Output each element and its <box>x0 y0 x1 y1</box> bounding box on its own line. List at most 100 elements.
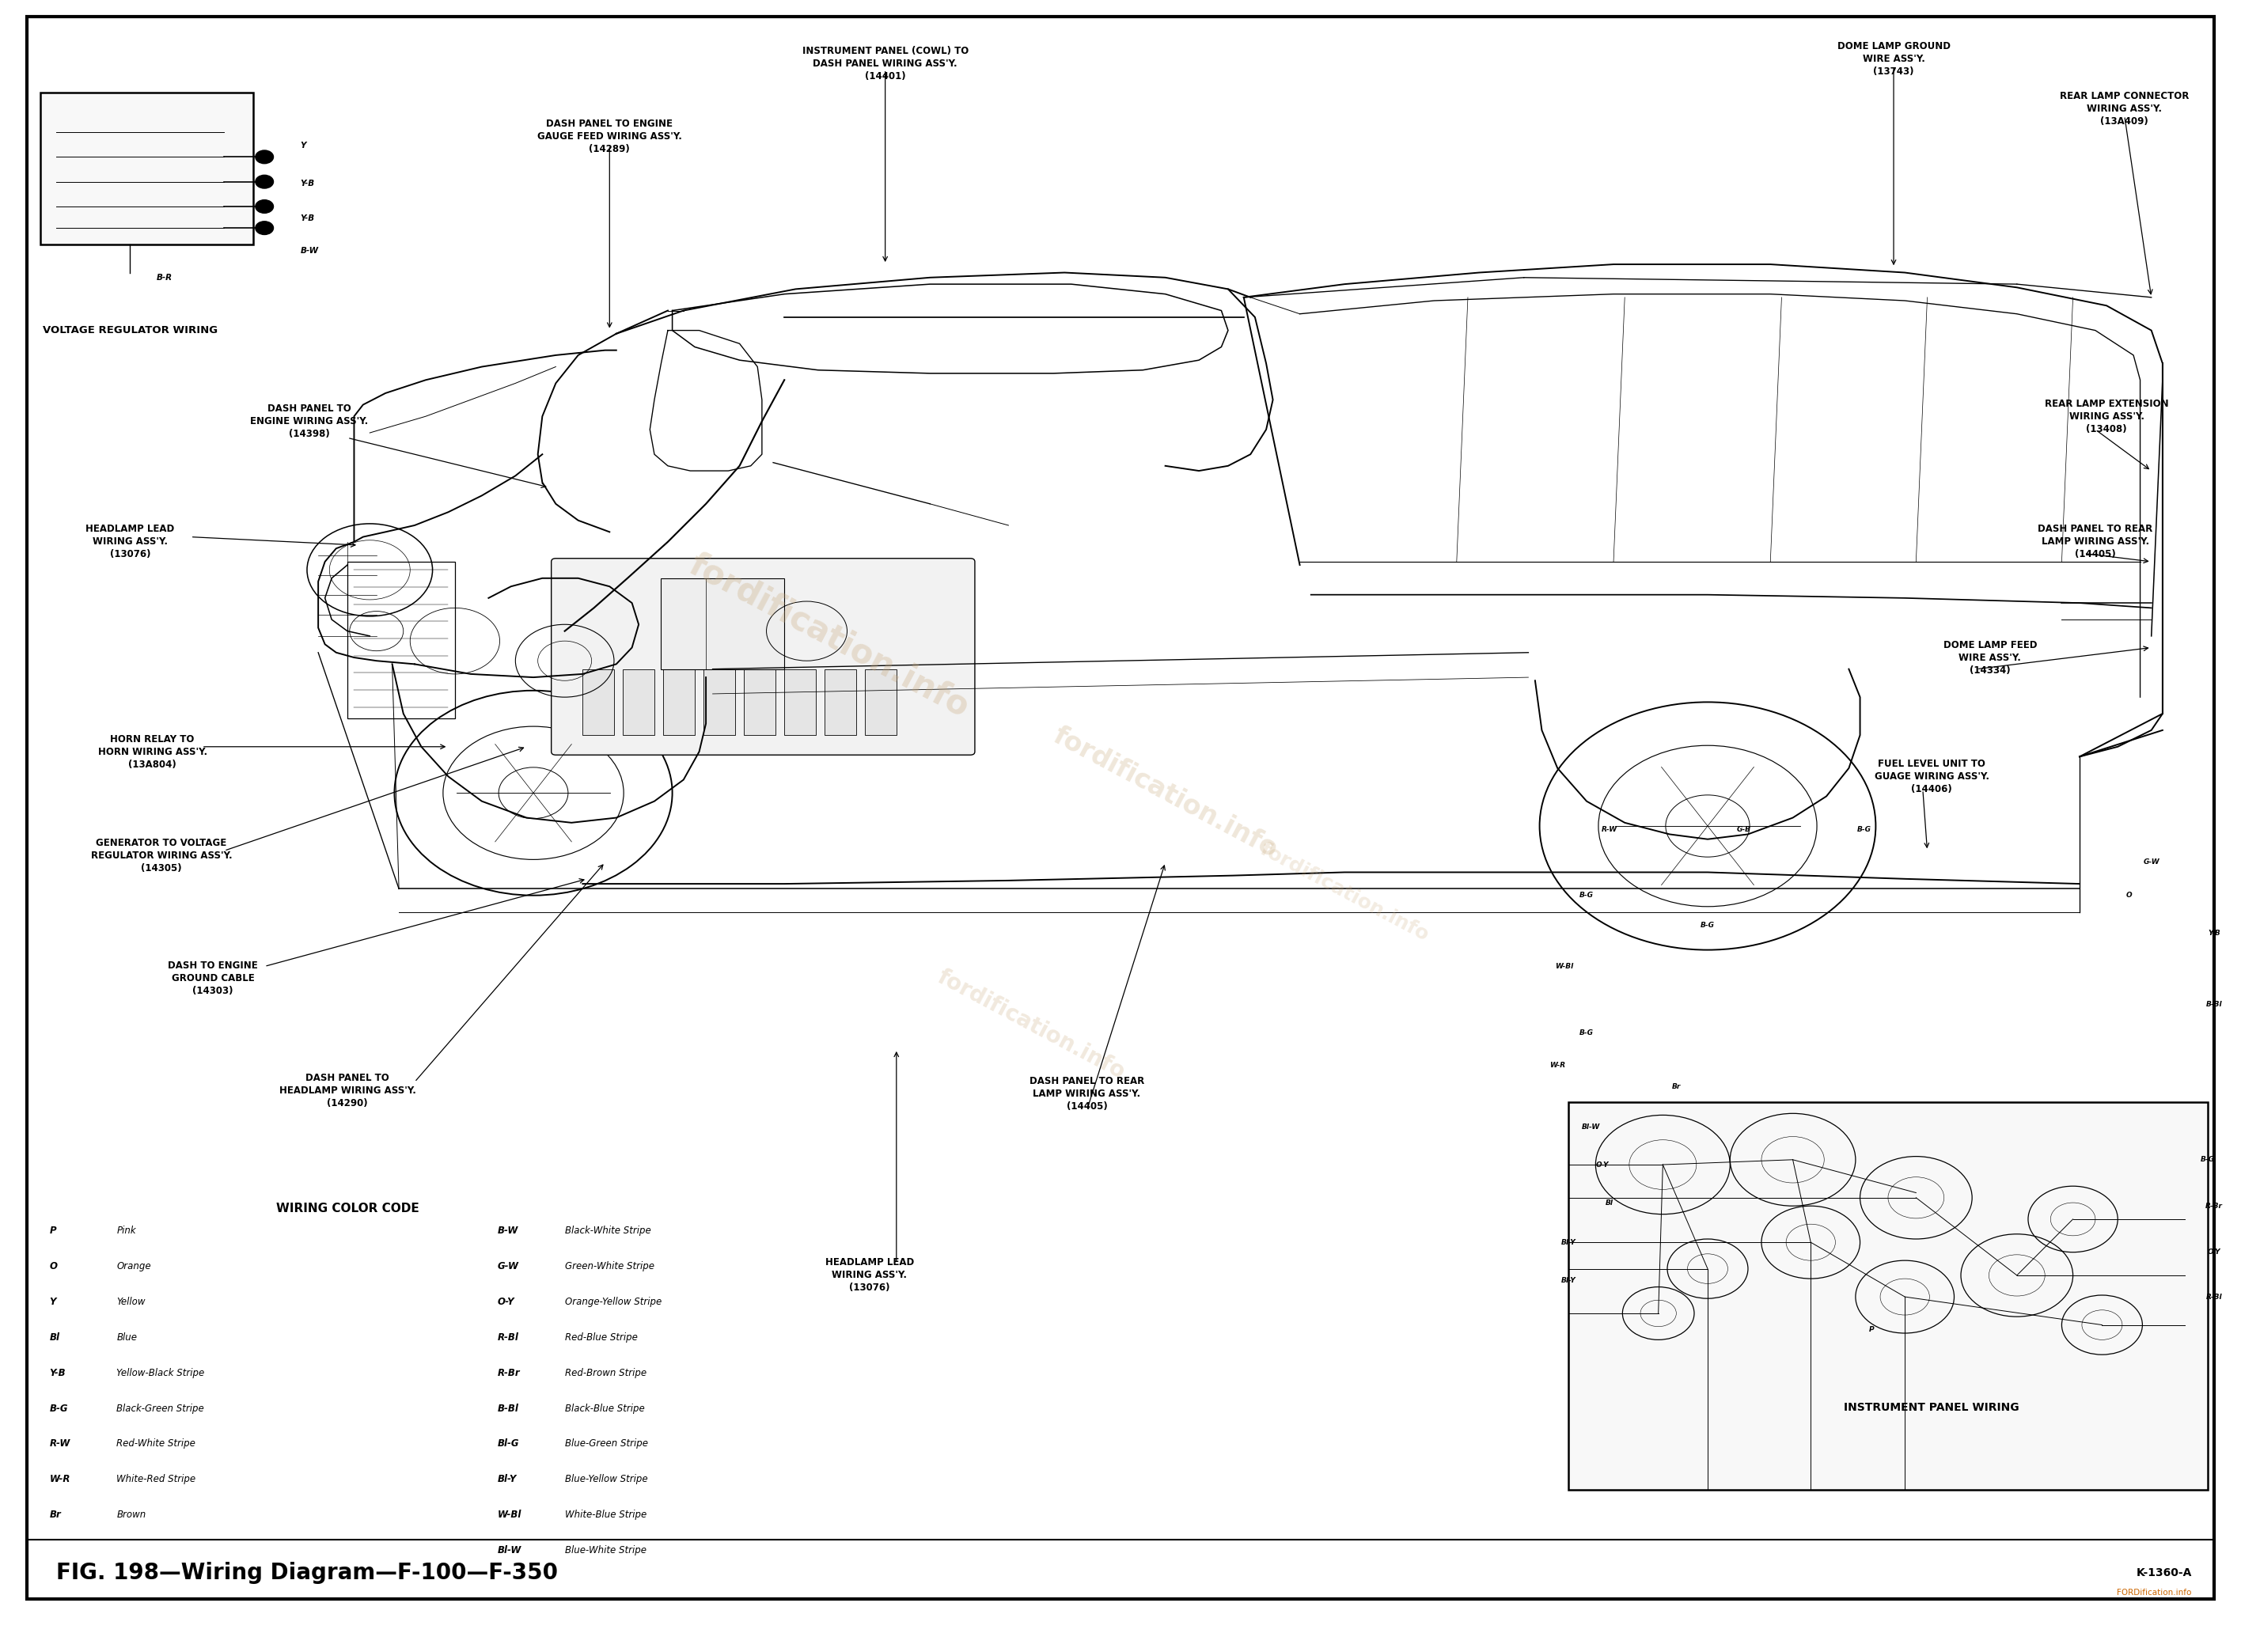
Text: W-Bl: W-Bl <box>1555 963 1573 970</box>
Text: W-R: W-R <box>49 1474 69 1485</box>
Text: W-Bl: W-Bl <box>498 1510 522 1520</box>
Text: Blue: Blue <box>117 1332 137 1343</box>
Text: B-G: B-G <box>49 1403 67 1414</box>
Text: DASH PANEL TO
ENGINE WIRING ASS'Y.
(14398): DASH PANEL TO ENGINE WIRING ASS'Y. (1439… <box>251 403 368 439</box>
Text: B-G: B-G <box>1858 826 1871 833</box>
Circle shape <box>255 175 273 188</box>
Text: Bl-W: Bl-W <box>498 1545 522 1556</box>
Text: Green-White Stripe: Green-White Stripe <box>565 1260 654 1272</box>
Text: Y: Y <box>300 142 307 149</box>
Text: Br: Br <box>49 1510 61 1520</box>
Text: R-Bl: R-Bl <box>2205 1294 2223 1300</box>
Text: White-Blue Stripe: White-Blue Stripe <box>565 1510 645 1520</box>
Text: Y-B: Y-B <box>300 180 314 187</box>
Text: W-R: W-R <box>1549 1062 1566 1069</box>
Bar <box>40 93 253 244</box>
Bar <box>704 669 735 735</box>
Text: B-G: B-G <box>1580 892 1593 899</box>
Bar <box>623 669 654 735</box>
Text: Y-B: Y-B <box>49 1368 65 1378</box>
Text: DOME LAMP GROUND
WIRE ASS'Y.
(13743): DOME LAMP GROUND WIRE ASS'Y. (13743) <box>1838 41 1950 78</box>
Text: Red-Blue Stripe: Red-Blue Stripe <box>565 1332 636 1343</box>
Text: B-R: B-R <box>157 274 173 281</box>
Text: Red-White Stripe: Red-White Stripe <box>117 1439 195 1449</box>
Text: Orange-Yellow Stripe: Orange-Yellow Stripe <box>565 1297 661 1307</box>
Text: HORN RELAY TO
HORN WIRING ASS'Y.
(13A804): HORN RELAY TO HORN WIRING ASS'Y. (13A804… <box>99 733 206 770</box>
Text: DASH PANEL TO REAR
LAMP WIRING ASS'Y.
(14405): DASH PANEL TO REAR LAMP WIRING ASS'Y. (1… <box>1029 1075 1145 1112</box>
Text: G-B: G-B <box>1737 826 1750 833</box>
Bar <box>663 669 695 735</box>
Bar <box>865 669 896 735</box>
Text: White-Red Stripe: White-Red Stripe <box>117 1474 195 1485</box>
Text: P: P <box>1869 1327 1873 1333</box>
Text: Brown: Brown <box>117 1510 146 1520</box>
Text: DASH TO ENGINE
GROUND CABLE
(14303): DASH TO ENGINE GROUND CABLE (14303) <box>168 960 258 996</box>
Text: Bl: Bl <box>49 1332 61 1343</box>
Bar <box>661 578 784 669</box>
Text: Bl-W: Bl-W <box>1582 1123 1600 1130</box>
Circle shape <box>255 221 273 235</box>
Text: DASH PANEL TO ENGINE
GAUGE FEED WIRING ASS'Y.
(14289): DASH PANEL TO ENGINE GAUGE FEED WIRING A… <box>538 119 681 155</box>
Text: Pink: Pink <box>117 1226 137 1236</box>
Text: Blue-Green Stripe: Blue-Green Stripe <box>565 1439 648 1449</box>
Text: R-Br: R-Br <box>498 1368 520 1378</box>
Text: Y-B: Y-B <box>300 215 314 221</box>
Text: fordification.info: fordification.info <box>1049 722 1282 864</box>
Text: DASH PANEL TO
HEADLAMP WIRING ASS'Y.
(14290): DASH PANEL TO HEADLAMP WIRING ASS'Y. (14… <box>278 1072 417 1108</box>
Text: Blue-Yellow Stripe: Blue-Yellow Stripe <box>565 1474 648 1485</box>
Text: FIG. 198—Wiring Diagram—F-100—F-350: FIG. 198—Wiring Diagram—F-100—F-350 <box>56 1561 558 1584</box>
Text: Y-B: Y-B <box>2207 930 2221 937</box>
Bar <box>1569 1102 2207 1490</box>
Text: INSTRUMENT PANEL WIRING: INSTRUMENT PANEL WIRING <box>1844 1403 2019 1412</box>
Text: G-W: G-W <box>498 1260 520 1272</box>
Text: Bl: Bl <box>1605 1199 1614 1206</box>
Text: FUEL LEVEL UNIT TO
GUAGE WIRING ASS'Y.
(14406): FUEL LEVEL UNIT TO GUAGE WIRING ASS'Y. (… <box>1873 758 1990 795</box>
Text: INSTRUMENT PANEL (COWL) TO
DASH PANEL WIRING ASS'Y.
(14401): INSTRUMENT PANEL (COWL) TO DASH PANEL WI… <box>802 46 968 83</box>
Text: REAR LAMP EXTENSION
WIRING ASS'Y.
(13408): REAR LAMP EXTENSION WIRING ASS'Y. (13408… <box>2044 398 2169 434</box>
Text: P: P <box>49 1226 56 1236</box>
Text: B-G: B-G <box>2201 1156 2214 1163</box>
Circle shape <box>255 150 273 164</box>
Text: Black-White Stripe: Black-White Stripe <box>565 1226 650 1236</box>
Text: Bl-Y: Bl-Y <box>1562 1277 1575 1284</box>
Text: O-Y: O-Y <box>1596 1161 1609 1168</box>
Text: R-Bl: R-Bl <box>498 1332 518 1343</box>
Text: B-Bl: B-Bl <box>2205 1001 2223 1008</box>
Text: GENERATOR TO VOLTAGE
REGULATOR WIRING ASS'Y.
(14305): GENERATOR TO VOLTAGE REGULATOR WIRING AS… <box>90 838 233 874</box>
Text: B-W: B-W <box>498 1226 518 1236</box>
Text: FORDification.info: FORDification.info <box>2118 1589 2192 1596</box>
Circle shape <box>255 200 273 213</box>
Bar <box>583 669 614 735</box>
FancyBboxPatch shape <box>551 558 975 755</box>
Text: HEADLAMP LEAD
WIRING ASS'Y.
(13076): HEADLAMP LEAD WIRING ASS'Y. (13076) <box>85 524 175 560</box>
Text: K-1360-A: K-1360-A <box>2136 1568 2192 1578</box>
Text: O-Y: O-Y <box>2207 1249 2221 1256</box>
Text: O: O <box>2127 892 2131 899</box>
Text: Yellow-Black Stripe: Yellow-Black Stripe <box>117 1368 204 1378</box>
Bar <box>347 562 455 719</box>
Text: R-Br: R-Br <box>2205 1203 2223 1209</box>
Text: R-W: R-W <box>49 1439 69 1449</box>
Text: WIRING COLOR CODE: WIRING COLOR CODE <box>276 1203 419 1214</box>
Text: O: O <box>49 1260 58 1272</box>
Text: Bl-Y: Bl-Y <box>498 1474 518 1485</box>
Text: VOLTAGE REGULATOR WIRING: VOLTAGE REGULATOR WIRING <box>43 325 217 335</box>
Text: B-W: B-W <box>300 248 318 254</box>
Text: DASH PANEL TO REAR
LAMP WIRING ASS'Y.
(14405): DASH PANEL TO REAR LAMP WIRING ASS'Y. (1… <box>2037 524 2154 560</box>
Bar <box>784 669 816 735</box>
Text: fordification.info: fordification.info <box>684 548 975 724</box>
Bar <box>744 669 775 735</box>
Text: fordification.info: fordification.info <box>1257 839 1432 945</box>
Text: Black-Blue Stripe: Black-Blue Stripe <box>565 1403 645 1414</box>
Text: Red-Brown Stripe: Red-Brown Stripe <box>565 1368 645 1378</box>
Text: Y: Y <box>49 1297 56 1307</box>
Text: fordification.info: fordification.info <box>932 965 1129 1084</box>
Text: O-Y: O-Y <box>498 1297 515 1307</box>
Text: REAR LAMP CONNECTOR
WIRING ASS'Y.
(13A409): REAR LAMP CONNECTOR WIRING ASS'Y. (13A40… <box>2059 91 2189 127</box>
Text: Yellow: Yellow <box>117 1297 146 1307</box>
Text: Black-Green Stripe: Black-Green Stripe <box>117 1403 204 1414</box>
Text: Bl-Y: Bl-Y <box>1562 1239 1575 1246</box>
Text: HEADLAMP LEAD
WIRING ASS'Y.
(13076): HEADLAMP LEAD WIRING ASS'Y. (13076) <box>825 1257 914 1294</box>
Text: Orange: Orange <box>117 1260 150 1272</box>
Text: R-W: R-W <box>1600 826 1618 833</box>
